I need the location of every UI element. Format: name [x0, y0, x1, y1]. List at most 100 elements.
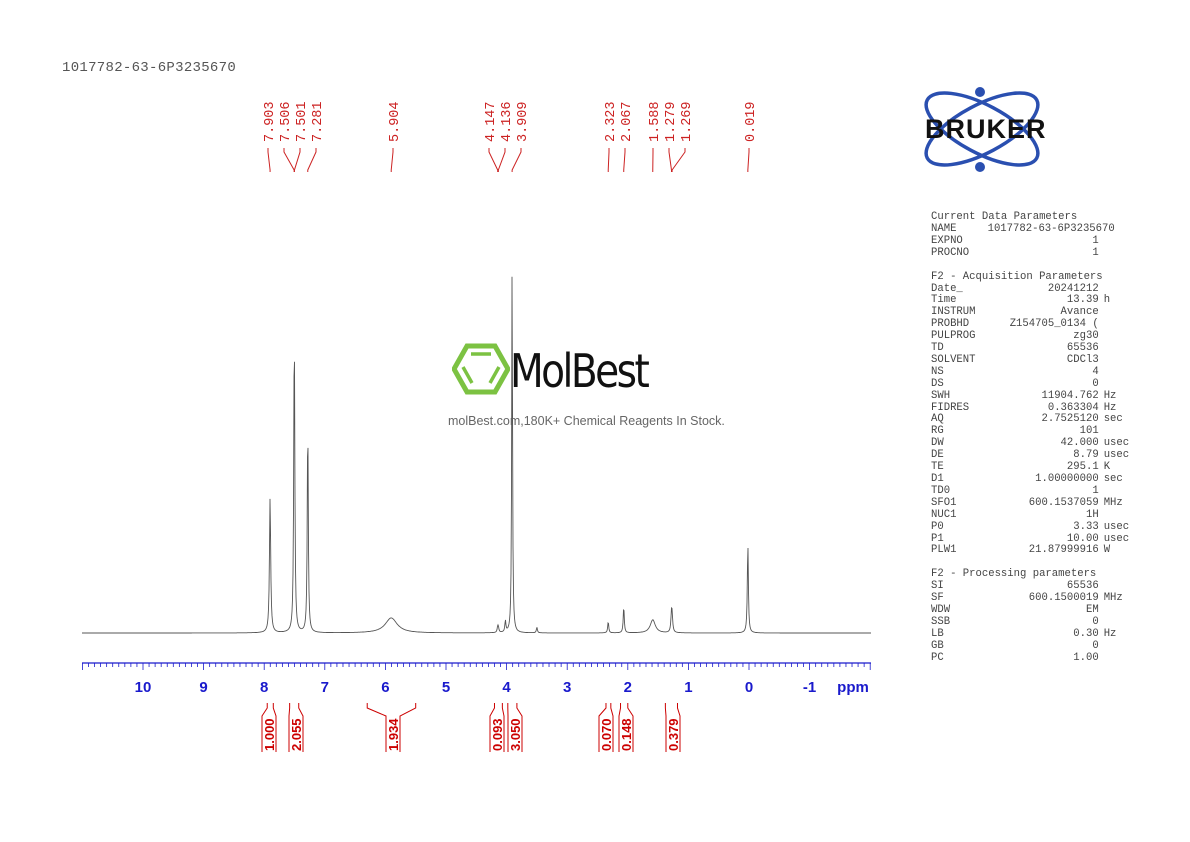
param-value: 0 — [1092, 639, 1099, 652]
param-row: PULPROG zg30 — [931, 330, 1131, 343]
integral-value: 0.148 — [619, 718, 634, 751]
spectrum-trace — [82, 276, 871, 634]
param-key: AQ — [931, 413, 944, 426]
x-tick-label: 5 — [442, 679, 450, 696]
peak-label: 1.269 — [680, 101, 695, 142]
peak-label: 2.067 — [620, 101, 635, 142]
param-value: 10.00 — [1066, 532, 1099, 545]
param-value: Avance — [1060, 306, 1099, 319]
peak-label: 1.588 — [648, 101, 663, 142]
param-key: RG — [931, 425, 944, 438]
param-row: P1 10.00 usec — [931, 532, 1131, 546]
x-axis-label: ppm — [837, 679, 869, 696]
param-row: SI 65536 — [931, 580, 1131, 593]
param-value: 13.39 — [1066, 294, 1099, 307]
param-value: 1H — [1085, 508, 1099, 521]
param-row: INSTRUM Avance — [931, 306, 1131, 319]
param-key: P1 — [931, 532, 944, 545]
param-key: TD0 — [931, 484, 951, 497]
benzene-ring-icon — [452, 343, 510, 395]
param-unit — [1099, 367, 1131, 379]
param-value: 65536 — [1066, 580, 1099, 593]
param-row: FIDRES 0.363304 Hz — [931, 401, 1131, 415]
peak-label: 2.323 — [604, 101, 619, 142]
param-row: TE 295.1 K — [931, 461, 1131, 474]
bruker-logo: BRUKER — [924, 87, 1047, 172]
peak-label: 7.501 — [295, 101, 310, 142]
param-row: PROCNO 1 — [931, 246, 1131, 260]
param-row: DE 8.79 usec — [931, 449, 1131, 462]
peak-label: 5.904 — [388, 101, 403, 142]
param-unit: usec — [1103, 449, 1130, 462]
param-row: SWH 11904.762 Hz — [931, 389, 1131, 403]
x-tick-label: 10 — [135, 679, 152, 696]
peak-label: 7.281 — [311, 101, 326, 142]
param-row: WDW EM — [931, 604, 1131, 617]
bruker-wordmark: BRUKER — [925, 114, 1047, 144]
integral-value: 3.050 — [508, 718, 523, 751]
param-value: 0 — [1092, 377, 1099, 390]
param-row: SOLVENT CDCl3 — [931, 354, 1131, 367]
param-unit: Hz — [1103, 389, 1117, 402]
param-value: 8.79 — [1073, 449, 1099, 462]
param-row: PROBHD Z154705_0134 ( — [931, 318, 1131, 331]
param-key: DE — [931, 449, 944, 462]
integral-labels: 1.000 2.055 1.934 0.093 3.050 0.070 0.148 0.379 — [261, 703, 681, 752]
param-unit — [1099, 641, 1131, 653]
param-key: DS — [931, 377, 944, 390]
x-tick-label: 4 — [502, 679, 511, 696]
integral-value: 0.379 — [666, 718, 681, 751]
x-tick-label: 7 — [321, 679, 329, 696]
param-value: 1 — [1092, 234, 1099, 247]
param-unit: Hz — [1103, 627, 1117, 640]
peak-label: 0.019 — [744, 101, 759, 142]
peak-label: 7.903 — [263, 101, 278, 142]
peak-labels: 7.903 7.506 7.501 7.281 5.904 4.147 4.136 3.909… — [263, 101, 759, 172]
param-key: GB — [931, 639, 944, 652]
electron-icon — [975, 162, 985, 172]
param-section-heading: F2 - Acquisition Parameters — [931, 270, 1103, 283]
molbest-tagline: molBest.com,180K+ Chemical Reagents In S… — [448, 414, 725, 428]
param-unit — [1099, 343, 1131, 355]
param-value: 600.1537059 — [1028, 496, 1099, 509]
param-row: EXPNO 1 — [931, 234, 1131, 248]
param-key: NUC1 — [931, 508, 957, 521]
orbit-icon — [924, 91, 1040, 167]
integral-value: 1.934 — [386, 718, 401, 751]
param-key: SI — [931, 580, 944, 593]
peak-label: 4.136 — [500, 101, 515, 142]
param-row: RG 101 — [931, 425, 1131, 438]
param-unit: usec — [1103, 437, 1130, 450]
param-row: TD0 1 — [931, 484, 1131, 498]
peak-label: 3.909 — [516, 101, 531, 142]
param-unit — [1099, 605, 1131, 617]
electron-icon — [975, 87, 985, 97]
param-key: FIDRES — [931, 401, 970, 414]
acquisition-parameters-panel: Current Data Parameters NAME 1017782-63-6P… — [931, 211, 1131, 665]
param-key: PC — [931, 651, 944, 664]
x-tick-label: 9 — [199, 679, 207, 696]
param-row: Date_ 20241212 — [931, 283, 1131, 296]
param-row: SFO1 600.1537059 MHz — [931, 496, 1131, 510]
param-key: NS — [931, 365, 944, 378]
param-key: P0 — [931, 520, 944, 533]
param-unit: usec — [1103, 532, 1130, 545]
param-unit: h — [1103, 294, 1111, 307]
param-value: 1.00 — [1073, 651, 1099, 664]
param-row: Time 13.39 h — [931, 295, 1131, 307]
param-key: PROCNO — [931, 246, 970, 259]
param-value: 600.1500019 — [1028, 592, 1099, 605]
param-unit: K — [1103, 461, 1111, 474]
param-unit — [1099, 319, 1131, 331]
param-key: WDW — [931, 604, 951, 617]
param-value: 0.363304 — [1047, 401, 1099, 414]
param-value: 295.1 — [1066, 461, 1099, 474]
param-section-heading: F2 - Processing parameters — [931, 568, 1097, 581]
param-value: 3.33 — [1073, 520, 1099, 533]
param-key: Time — [931, 294, 957, 307]
param-row: P0 3.33 usec — [931, 520, 1131, 534]
param-value: 101 — [1079, 425, 1099, 438]
orbit-icon — [924, 91, 1040, 167]
param-row: LB 0.30 Hz — [931, 627, 1131, 641]
